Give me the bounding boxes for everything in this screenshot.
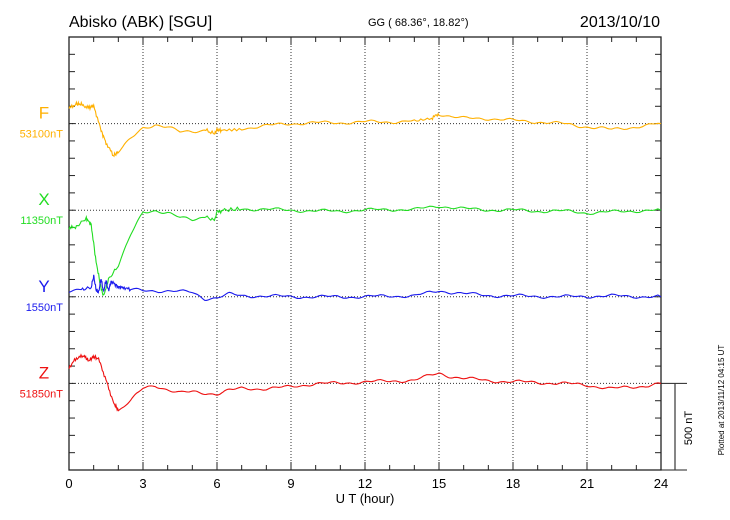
x-tick-label: 0 <box>65 476 72 491</box>
series-line-y <box>68 274 662 301</box>
x-tick-label: 9 <box>287 476 294 491</box>
axes: 0 3 6 9 12 15 18 21 24 <box>65 36 687 491</box>
series-line-f <box>68 100 662 158</box>
series-lines <box>68 100 662 412</box>
series-baseline-f: 53100nT <box>20 129 64 141</box>
x-tick-label: 24 <box>654 476 668 491</box>
x-axis-label: U T (hour) <box>336 491 395 506</box>
date-label: 2013/10/10 <box>580 14 660 31</box>
plotted-at-label: Plotted at 2013/11/12 04:15 UT <box>717 345 726 456</box>
series-name-z: Z <box>39 363 49 382</box>
x-tick-label: 6 <box>213 476 220 491</box>
series-labels: F 53100nT X 11350nT Y 1550nT Z 51850nT <box>20 104 64 401</box>
x-tick-label: 15 <box>432 476 446 491</box>
series-line-x <box>68 205 662 296</box>
series-baseline-z: 51850nT <box>20 388 64 400</box>
chart-title: Abisko (ABK) [SGU] <box>69 14 212 31</box>
series-name-f: F <box>39 104 49 123</box>
x-tick-label: 3 <box>139 476 146 491</box>
scale-bar-label: 500 nT <box>683 411 695 446</box>
x-tick-label: 18 <box>506 476 520 491</box>
coordinates-label: GG ( 68.36°, 18.82°) <box>368 17 469 29</box>
series-baseline-x: 11350nT <box>20 215 63 227</box>
x-tick-label: 12 <box>358 476 372 491</box>
series-baseline-y: 1550nT <box>26 302 64 314</box>
series-name-x: X <box>38 190 49 209</box>
series-name-y: Y <box>38 277 49 296</box>
series-line-z <box>68 353 662 412</box>
x-tick-label: 21 <box>580 476 594 491</box>
grid <box>69 37 661 470</box>
